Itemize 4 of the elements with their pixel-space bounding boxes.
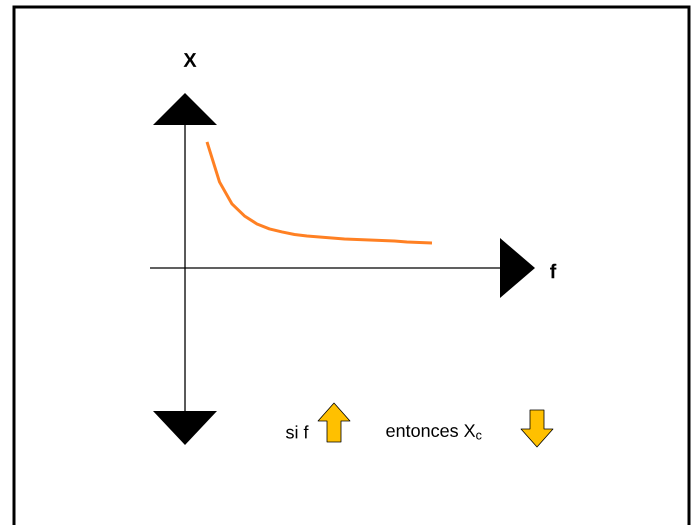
text: si f bbox=[286, 425, 309, 439]
text: entonces X$_{c}$ bbox=[386, 424, 482, 440]
y-axis-title: X bbox=[184, 53, 196, 67]
text: f bbox=[550, 264, 556, 278]
